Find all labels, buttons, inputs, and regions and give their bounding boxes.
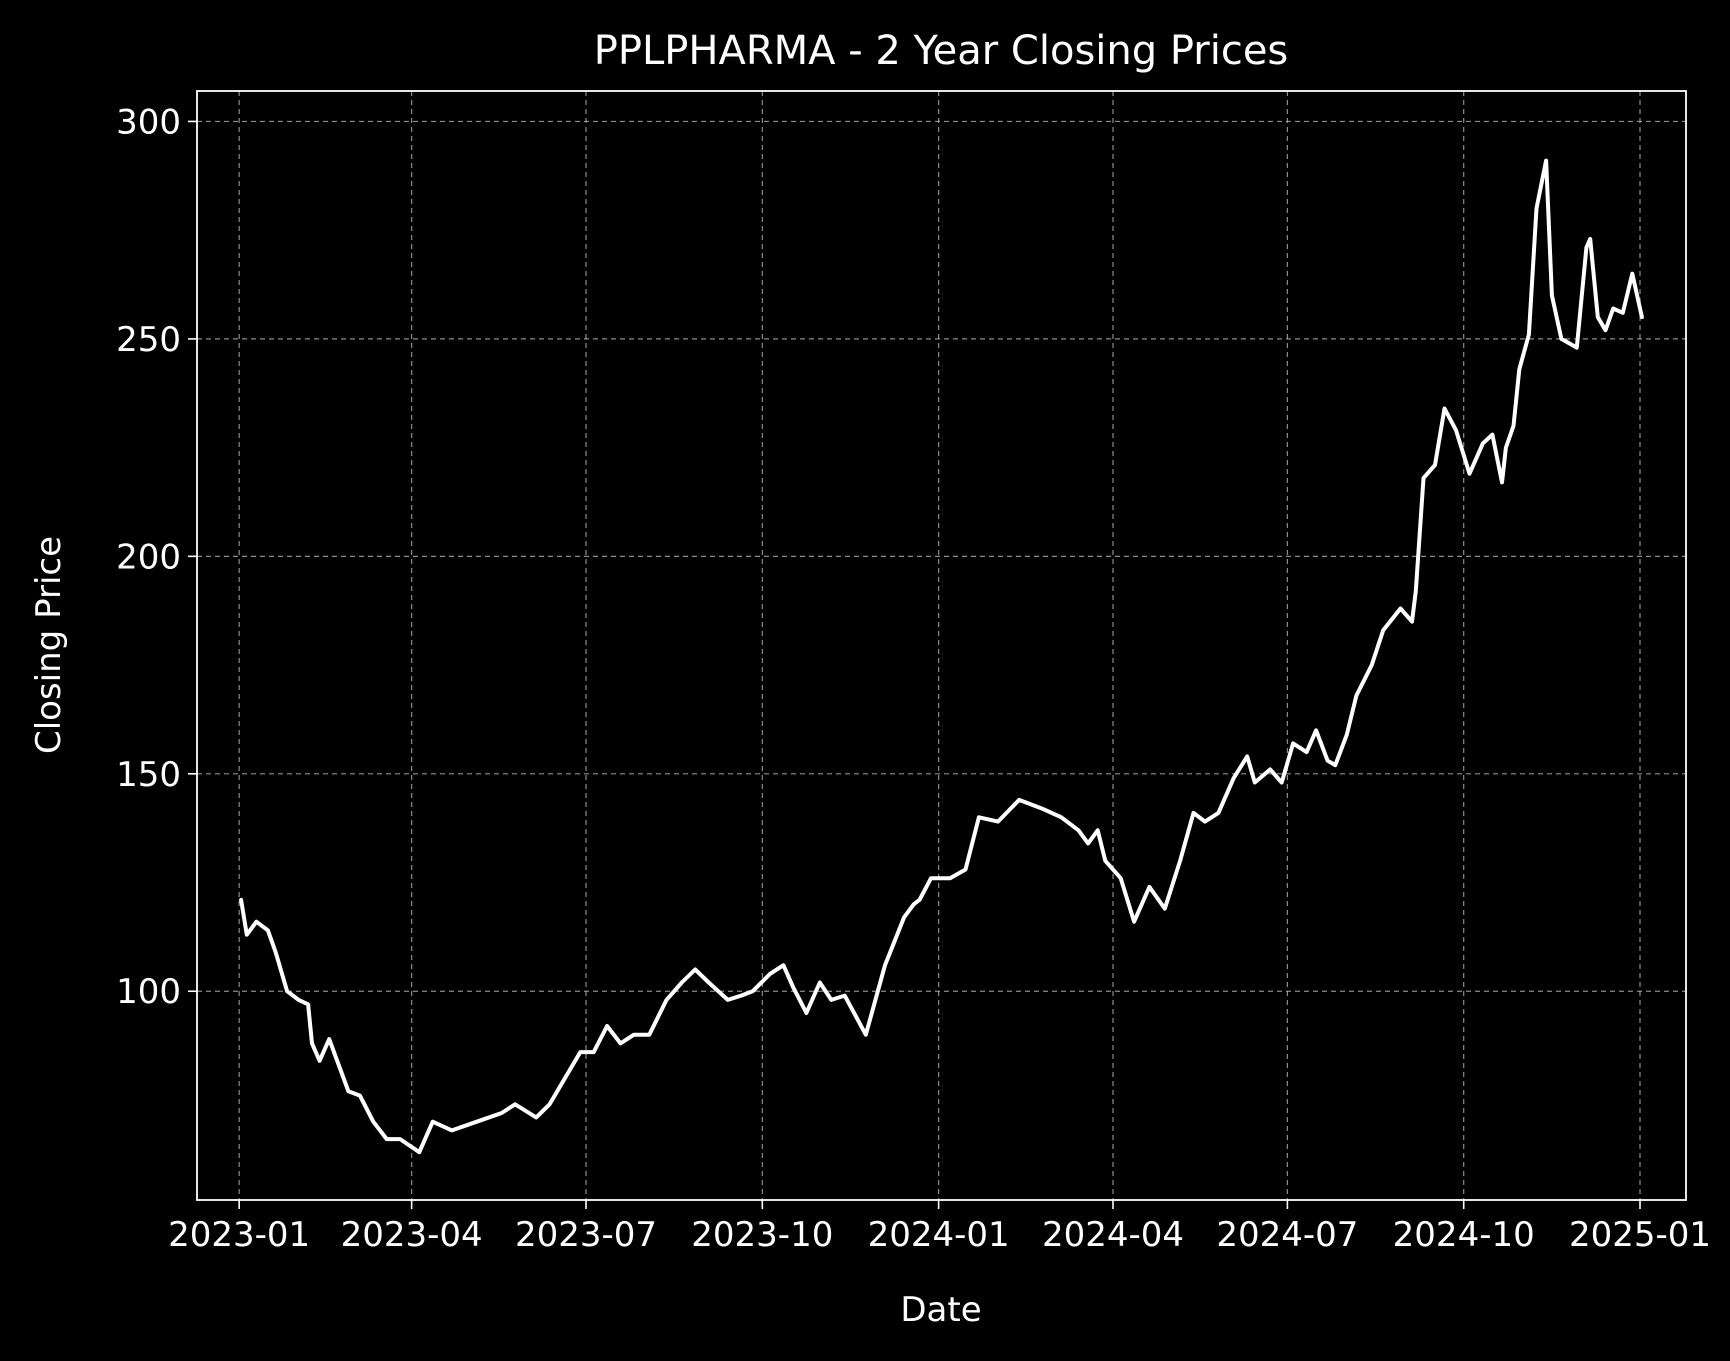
- y-tick-label: 150: [116, 755, 181, 795]
- x-tick-label: 2023-04: [341, 1215, 483, 1255]
- x-tick-label: 2025-01: [1569, 1215, 1711, 1255]
- x-tick-label: 2024-07: [1216, 1215, 1358, 1255]
- y-axis-label: Closing Price: [29, 536, 69, 754]
- x-tick-label: 2023-07: [515, 1215, 657, 1255]
- grid-lines: [197, 91, 1686, 1200]
- chart-title: PPLPHARMA - 2 Year Closing Prices: [594, 28, 1289, 74]
- x-tick-label: 2024-01: [868, 1215, 1010, 1255]
- y-tick-label: 200: [116, 537, 181, 577]
- y-tick-label: 300: [116, 102, 181, 142]
- y-tick-label: 250: [116, 320, 181, 360]
- x-tick-label: 2023-10: [691, 1215, 833, 1255]
- plot-frame: [196, 90, 1687, 1201]
- series-lines: [239, 158, 1644, 1155]
- x-tick-label: 2024-10: [1393, 1215, 1535, 1255]
- axis-ticks: 2023-01 2023-04 2023-07 2023-10 2024-01 2024-…: [116, 102, 1711, 1255]
- closing-price-line: [239, 158, 1644, 1155]
- y-tick-label: 100: [116, 972, 181, 1012]
- x-tick-label: 2024-04: [1042, 1215, 1184, 1255]
- x-tick-label: 2023-01: [168, 1215, 310, 1255]
- x-axis-label: Date: [900, 1290, 981, 1330]
